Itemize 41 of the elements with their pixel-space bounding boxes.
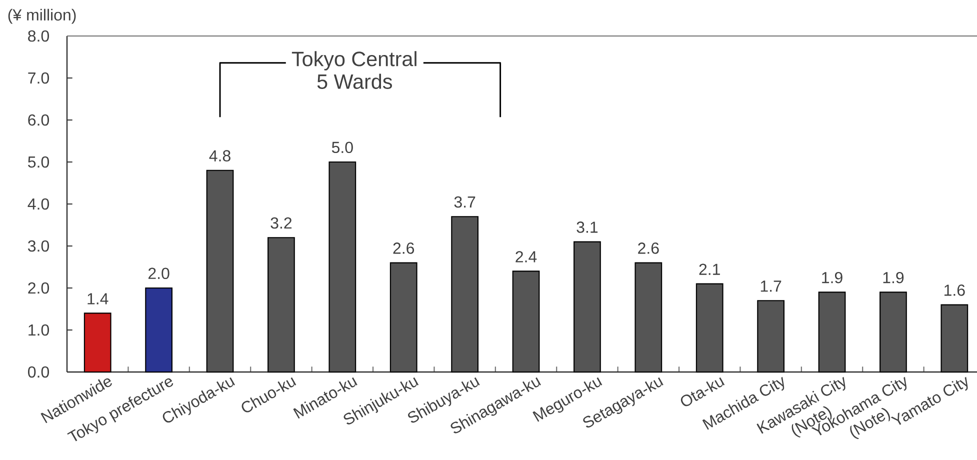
- bar: [574, 241, 601, 373]
- data-label: 1.9: [883, 272, 904, 284]
- data-label: 3.2: [270, 217, 292, 229]
- bar: [634, 262, 662, 373]
- data-label: 3.1: [576, 222, 598, 233]
- data-label: 4.8: [209, 150, 230, 162]
- data-label: 2.4: [516, 251, 537, 262]
- bar: [84, 312, 112, 373]
- bar: [328, 161, 356, 373]
- bar: [757, 300, 785, 373]
- data-label: 5.0: [332, 142, 353, 154]
- y-tick-label: 5.0: [28, 156, 50, 168]
- bar: [451, 216, 478, 373]
- bar: [940, 304, 968, 373]
- bar: [268, 237, 295, 373]
- y-tick-label: 4.0: [28, 198, 50, 210]
- y-tick-label: 7.0: [28, 72, 50, 84]
- annotation: Tokyo Central 5 Wards: [292, 51, 416, 89]
- bar: [390, 262, 418, 373]
- data-label: 2.6: [393, 242, 414, 254]
- bar: [512, 270, 540, 373]
- data-label: 1.6: [944, 284, 965, 296]
- y-tick-label: 6.0: [28, 114, 50, 126]
- bar: [206, 170, 234, 373]
- bar: [145, 287, 172, 373]
- data-label: 2.6: [638, 242, 659, 254]
- y-tick-label: 0.0: [28, 366, 50, 378]
- data-label: 1.7: [760, 280, 782, 292]
- data-label: 2.0: [148, 268, 170, 280]
- bar: [818, 292, 846, 373]
- bar: [880, 292, 907, 373]
- y-tick-label: 3.0: [28, 240, 50, 252]
- y-tick-label: 2.0: [28, 282, 50, 294]
- y-tick-label: 1.0: [28, 324, 50, 336]
- y-tick-label: 8.0: [28, 30, 50, 42]
- data-label: 1.9: [822, 272, 842, 284]
- y-axis-title: (¥ million): [8, 8, 76, 24]
- data-label: 3.7: [454, 196, 476, 208]
- data-label: 1.4: [88, 293, 108, 304]
- bar: [696, 283, 724, 373]
- data-label: 2.1: [699, 264, 720, 275]
